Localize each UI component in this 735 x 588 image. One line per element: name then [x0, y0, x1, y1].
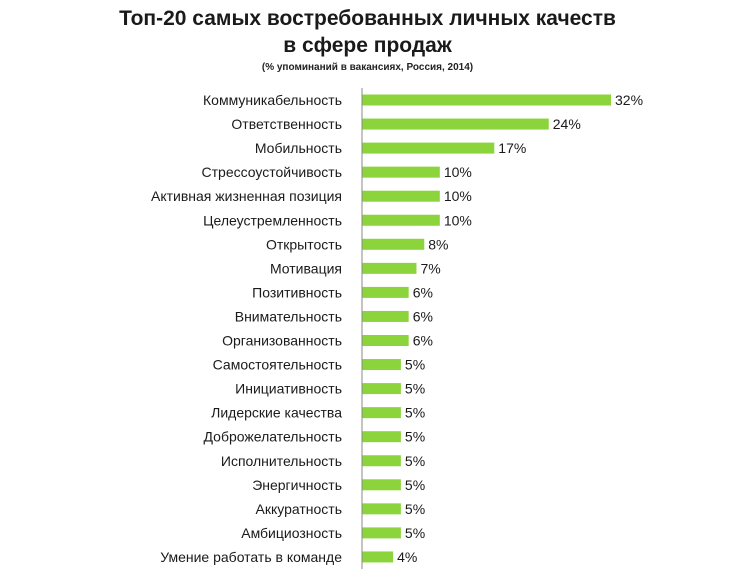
bar — [362, 527, 401, 539]
value-label: 6% — [413, 284, 433, 300]
category-label: Доброжелательность — [204, 429, 342, 445]
value-label: 4% — [397, 549, 417, 565]
bar — [362, 335, 409, 346]
value-label: 32% — [615, 92, 643, 108]
bar — [362, 94, 611, 106]
category-label: Стрессоустойчивость — [202, 164, 342, 180]
value-label: 24% — [553, 116, 581, 132]
category-label: Самостоятельность — [213, 357, 342, 373]
category-label: Исполнительность — [221, 453, 342, 469]
category-label: Энергичность — [252, 477, 342, 493]
category-label: Аккуратность — [256, 501, 343, 517]
chart-subtitle: (% упоминаний в вакансиях, Россия, 2014) — [261, 62, 474, 73]
category-label: Мотивация — [270, 260, 342, 276]
bar — [362, 359, 401, 371]
category-label: Инициативность — [235, 381, 342, 397]
value-label: 10% — [444, 164, 472, 180]
value-label: 5% — [405, 405, 425, 421]
chart-title-block: Топ-20 самых востребованных личных качес… — [0, 0, 735, 73]
value-label: 5% — [405, 477, 425, 493]
bar — [362, 238, 425, 250]
value-label: 5% — [405, 429, 425, 445]
bar — [362, 166, 440, 178]
value-label: 17% — [498, 140, 526, 156]
value-label: 5% — [405, 357, 425, 373]
value-labels: 32% 24% 17% 10% 10% 10% 8% 7% 6% 6% 6% 5% 5% 5% 5% 5% 5%… — [397, 92, 643, 565]
value-label: 8% — [428, 236, 448, 252]
value-label: 7% — [420, 260, 440, 276]
bar — [362, 190, 440, 202]
bar — [362, 142, 495, 154]
chart-title-line-1: Топ-20 самых востребованных личных качес… — [119, 7, 616, 30]
bar — [362, 431, 401, 443]
value-label: 5% — [405, 453, 425, 469]
value-label: 5% — [405, 381, 425, 397]
bar — [362, 479, 401, 491]
chart-title-line-2: в сфере продаж — [283, 34, 452, 57]
bars — [362, 94, 611, 563]
category-label: Умение работать в команде — [160, 549, 342, 565]
category-label: Организованность — [222, 333, 342, 349]
value-label: 10% — [444, 188, 472, 204]
category-label: Коммуникабельность — [203, 92, 342, 108]
category-labels: Коммуникабельность Ответственность Мобильн… — [151, 92, 342, 565]
bar — [362, 118, 549, 130]
category-label: Целеустремленность — [203, 212, 342, 228]
bar — [362, 262, 417, 274]
bar — [362, 407, 401, 419]
value-label: 6% — [413, 308, 433, 324]
bar — [362, 383, 401, 395]
category-label: Внимательность — [235, 308, 342, 324]
bar — [362, 286, 409, 298]
category-label: Активная жизненная позиция — [151, 188, 342, 204]
category-label: Амбициозность — [241, 525, 342, 541]
value-label: 10% — [444, 212, 472, 228]
category-label: Лидерские качества — [211, 405, 342, 421]
bar — [362, 214, 440, 226]
category-label: Ответственность — [231, 116, 342, 132]
bar — [362, 551, 394, 563]
value-label: 5% — [405, 525, 425, 541]
category-label: Открытость — [266, 236, 342, 252]
bar — [362, 455, 401, 467]
bar — [362, 310, 409, 322]
value-label: 6% — [413, 333, 433, 349]
bar — [362, 503, 401, 515]
category-label: Позитивность — [252, 284, 342, 300]
category-label: Мобильность — [255, 140, 342, 156]
value-label: 5% — [405, 501, 425, 517]
